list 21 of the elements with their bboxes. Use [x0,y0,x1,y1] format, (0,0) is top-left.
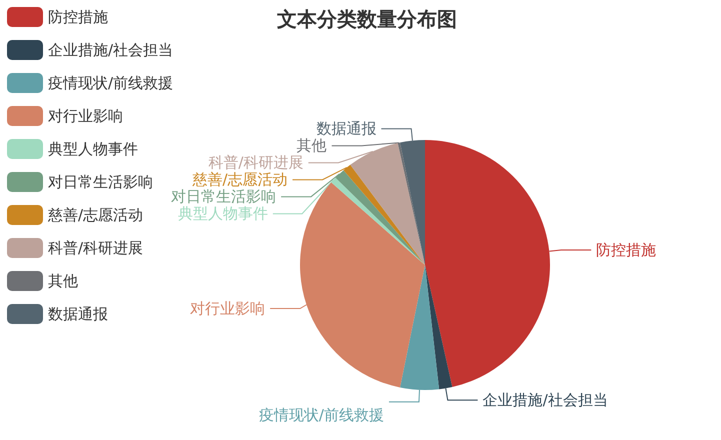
legend-label: 慈善/志愿活动 [47,206,144,224]
legend-label: 防控措施 [48,8,108,26]
slice-label: 数据通报 [316,120,376,138]
legend-label: 其他 [48,272,78,290]
legend-label: 疫情现状/前线救援 [48,74,174,92]
slice-label: 对日常生活影响 [171,188,276,206]
legend-label: 科普/科研进展 [48,239,144,257]
legend-label: 对日常生活影响 [48,173,153,191]
legend-label: 典型人物事件 [48,140,138,158]
slice-label: 防控措施 [596,240,656,259]
slice-label: 企业措施/社会担当 [482,391,608,410]
slice-label: 疫情现状/前线救援 [258,406,384,424]
legend-label: 企业措施/社会担当 [48,41,174,59]
slice-label: 其他 [296,136,327,155]
slice-label: 慈善/志愿活动 [191,170,288,189]
legend-label: 对行业影响 [48,107,123,125]
slice-label: 典型人物事件 [178,204,268,223]
legend-label: 数据通报 [48,305,108,323]
slice-label: 科普/科研进展 [208,154,304,172]
slice-label: 对行业影响 [190,300,266,318]
chart-title: 文本分类数量分布图 [276,7,457,31]
